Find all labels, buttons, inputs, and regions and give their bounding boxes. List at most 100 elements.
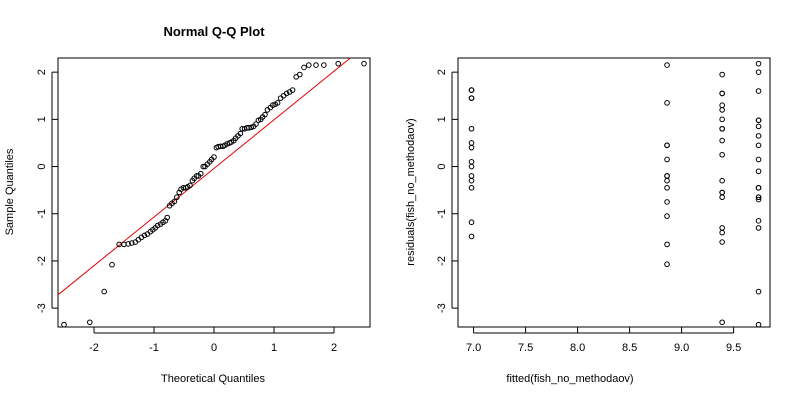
resid-data-point <box>755 123 762 130</box>
resid-y-tick-label: -3 <box>436 303 448 313</box>
resid-x-tick-label: 8.5 <box>622 342 637 354</box>
resid-data-point <box>719 116 725 123</box>
qq-y-tick-label: -2 <box>36 256 48 266</box>
resid-data-point <box>719 102 725 108</box>
qq-reference-line <box>57 57 351 296</box>
qq-data-point <box>237 130 244 137</box>
qq-data-point <box>101 288 107 295</box>
qq-data-point <box>174 194 180 201</box>
resid-data-point <box>664 173 670 179</box>
resid-data-point <box>468 140 475 146</box>
resid-y-tick-label: 1 <box>436 116 448 122</box>
qq-data-point <box>289 87 296 93</box>
resid-data-point <box>755 60 762 67</box>
resid-data-point <box>468 219 475 226</box>
qq-data-point <box>154 222 161 229</box>
qq-data-point <box>321 62 327 68</box>
qq-data-point <box>200 163 206 170</box>
resid-data-point <box>755 184 762 191</box>
resid-data-point <box>468 184 475 191</box>
qq-data-point <box>313 62 319 68</box>
resid-data-point <box>468 95 475 101</box>
resid-plot-frame <box>457 57 771 328</box>
resid-data-point <box>664 156 670 163</box>
resid-data-point <box>468 125 475 132</box>
resid-data-point <box>468 159 475 165</box>
resid-x-tick-label: 7.0 <box>466 342 481 354</box>
qq-data-point <box>164 214 170 221</box>
qq-y-axis-label: Sample Quantiles <box>4 148 16 235</box>
qq-data-point <box>297 71 303 78</box>
resid-data-point <box>719 225 725 231</box>
resid-data-point <box>755 168 762 175</box>
resid-x-axis-label: fitted(fish_no_methodaov) <box>506 373 633 385</box>
resid-data-point <box>755 225 762 231</box>
resid-data-point <box>664 184 670 191</box>
qq-x-tick-label: 2 <box>331 342 337 354</box>
resid-data-point <box>719 194 725 201</box>
resid-data-point <box>468 144 475 151</box>
resid-x-tick-label: 7.5 <box>518 342 533 354</box>
qq-y-tick-label: 1 <box>36 116 48 122</box>
resid-data-point <box>664 199 670 205</box>
resid-data-point <box>664 177 670 184</box>
qq-data-point <box>274 100 281 106</box>
resid-x-tick-label: 8.0 <box>570 342 585 354</box>
resid-data-point <box>664 241 670 248</box>
qq-data-point <box>246 125 252 131</box>
resid-data-point <box>468 173 475 179</box>
qq-y-tick-label: 0 <box>36 163 48 169</box>
resid-data-point <box>719 125 725 132</box>
resid-y-axis-label: residuals(fish_no_methodaov) <box>405 118 417 265</box>
resid-data-point <box>664 142 670 149</box>
resid-x-tick-label: 9.0 <box>674 342 689 354</box>
resid-data-point <box>664 261 670 268</box>
resid-y-tick-label: 2 <box>436 69 448 75</box>
qq-data-point <box>198 170 204 177</box>
resid-data-point <box>719 107 725 113</box>
resid-data-point <box>755 88 762 94</box>
qq-x-tick-label: -2 <box>89 342 99 354</box>
qq-data-point <box>87 319 93 326</box>
resid-y-tick-label: -1 <box>436 209 448 219</box>
resid-data-point <box>719 151 725 158</box>
qq-data-point <box>253 121 259 127</box>
qq-plot-title: Normal Q-Q Plot <box>163 24 265 39</box>
resid-data-point <box>468 177 475 184</box>
qq-x-tick-label: 0 <box>211 342 217 354</box>
qq-data-point <box>361 60 367 67</box>
resid-x-tick-label: 9.5 <box>726 342 741 354</box>
resid-data-point <box>719 137 725 144</box>
qq-x-tick-label: 1 <box>271 342 277 354</box>
qq-data-point <box>125 241 131 247</box>
resid-data-point <box>755 69 762 75</box>
qq-data-point <box>306 62 312 68</box>
qq-x-tick-label: -1 <box>149 342 159 354</box>
qq-data-point <box>61 321 67 328</box>
qq-y-tick-label: 2 <box>36 69 48 75</box>
resid-data-point <box>755 288 762 295</box>
qq-data-point <box>171 198 178 205</box>
qq-data-point <box>141 232 148 239</box>
resid-y-tick-label: -2 <box>436 256 448 266</box>
qq-data-point <box>335 60 342 67</box>
qq-data-point <box>262 111 268 118</box>
resid-data-point <box>468 233 475 240</box>
qq-data-point <box>193 173 200 179</box>
resid-data-point <box>755 133 762 139</box>
resid-data-point <box>468 163 475 170</box>
resid-data-point <box>719 229 725 236</box>
resid-data-point <box>664 62 670 68</box>
qq-data-point <box>211 154 217 160</box>
qq-plot-frame <box>57 57 371 328</box>
qq-data-point <box>109 261 115 268</box>
qq-data-point <box>187 182 193 189</box>
resid-data-point <box>719 319 725 326</box>
resid-data-point <box>719 90 725 97</box>
resid-data-point <box>468 87 475 93</box>
qq-y-tick-label: -3 <box>36 303 48 313</box>
qq-x-axis-label: Theoretical Quantiles <box>161 373 265 385</box>
resid-data-point <box>755 196 762 203</box>
